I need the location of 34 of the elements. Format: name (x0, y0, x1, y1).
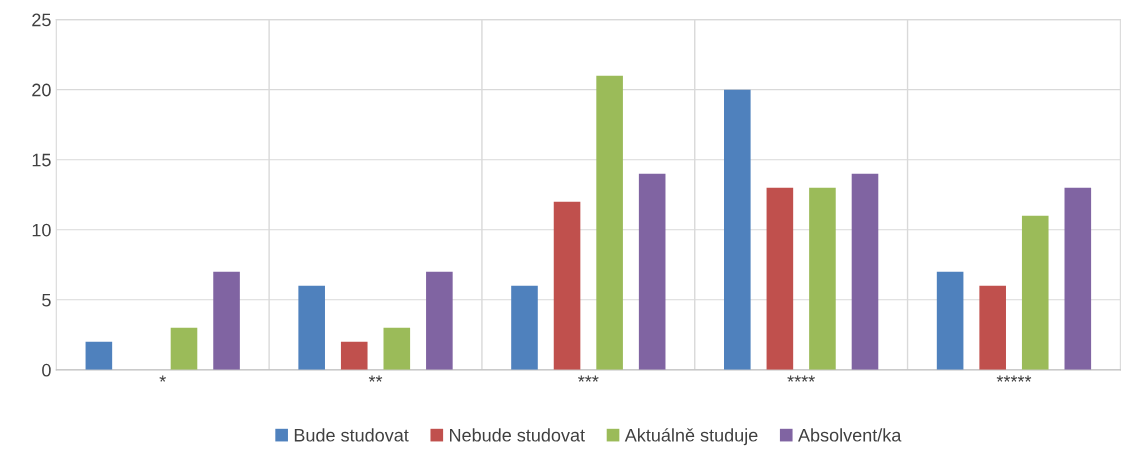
bar (766, 187, 794, 370)
bar (1021, 215, 1049, 370)
bar (1064, 187, 1092, 370)
y-tick-label: 15 (32, 153, 51, 167)
bar (511, 285, 538, 370)
bar (85, 341, 113, 370)
bar (851, 173, 879, 370)
bar (979, 285, 1006, 370)
bar (936, 271, 964, 370)
y-tick-label: 20 (32, 83, 51, 97)
bar (553, 201, 581, 370)
legend-label: Bude studovat (294, 428, 409, 442)
bar (298, 285, 325, 370)
x-tick-label: * (159, 375, 166, 382)
x-tick-label: *** (578, 375, 599, 382)
y-tick-label: 25 (32, 13, 51, 27)
y-tick-label: 5 (42, 293, 51, 307)
bar (809, 187, 836, 370)
bar (596, 75, 623, 370)
bar (426, 271, 453, 370)
x-tick-label: ** (368, 375, 383, 382)
legend-label: Aktuálně studuje (624, 428, 758, 446)
bar (724, 89, 751, 370)
bar (638, 173, 666, 370)
y-tick-label: 0 (42, 363, 51, 377)
bar (383, 327, 411, 370)
bar (340, 341, 368, 370)
y-tick-label: 10 (32, 223, 51, 237)
x-tick-label: **** (787, 375, 815, 382)
bar (213, 271, 240, 370)
legend-label: Absolvent/ka (798, 428, 902, 442)
x-tick-label: ***** (996, 375, 1032, 382)
bar (170, 327, 198, 370)
legend-label: Nebude studovat (450, 428, 585, 442)
